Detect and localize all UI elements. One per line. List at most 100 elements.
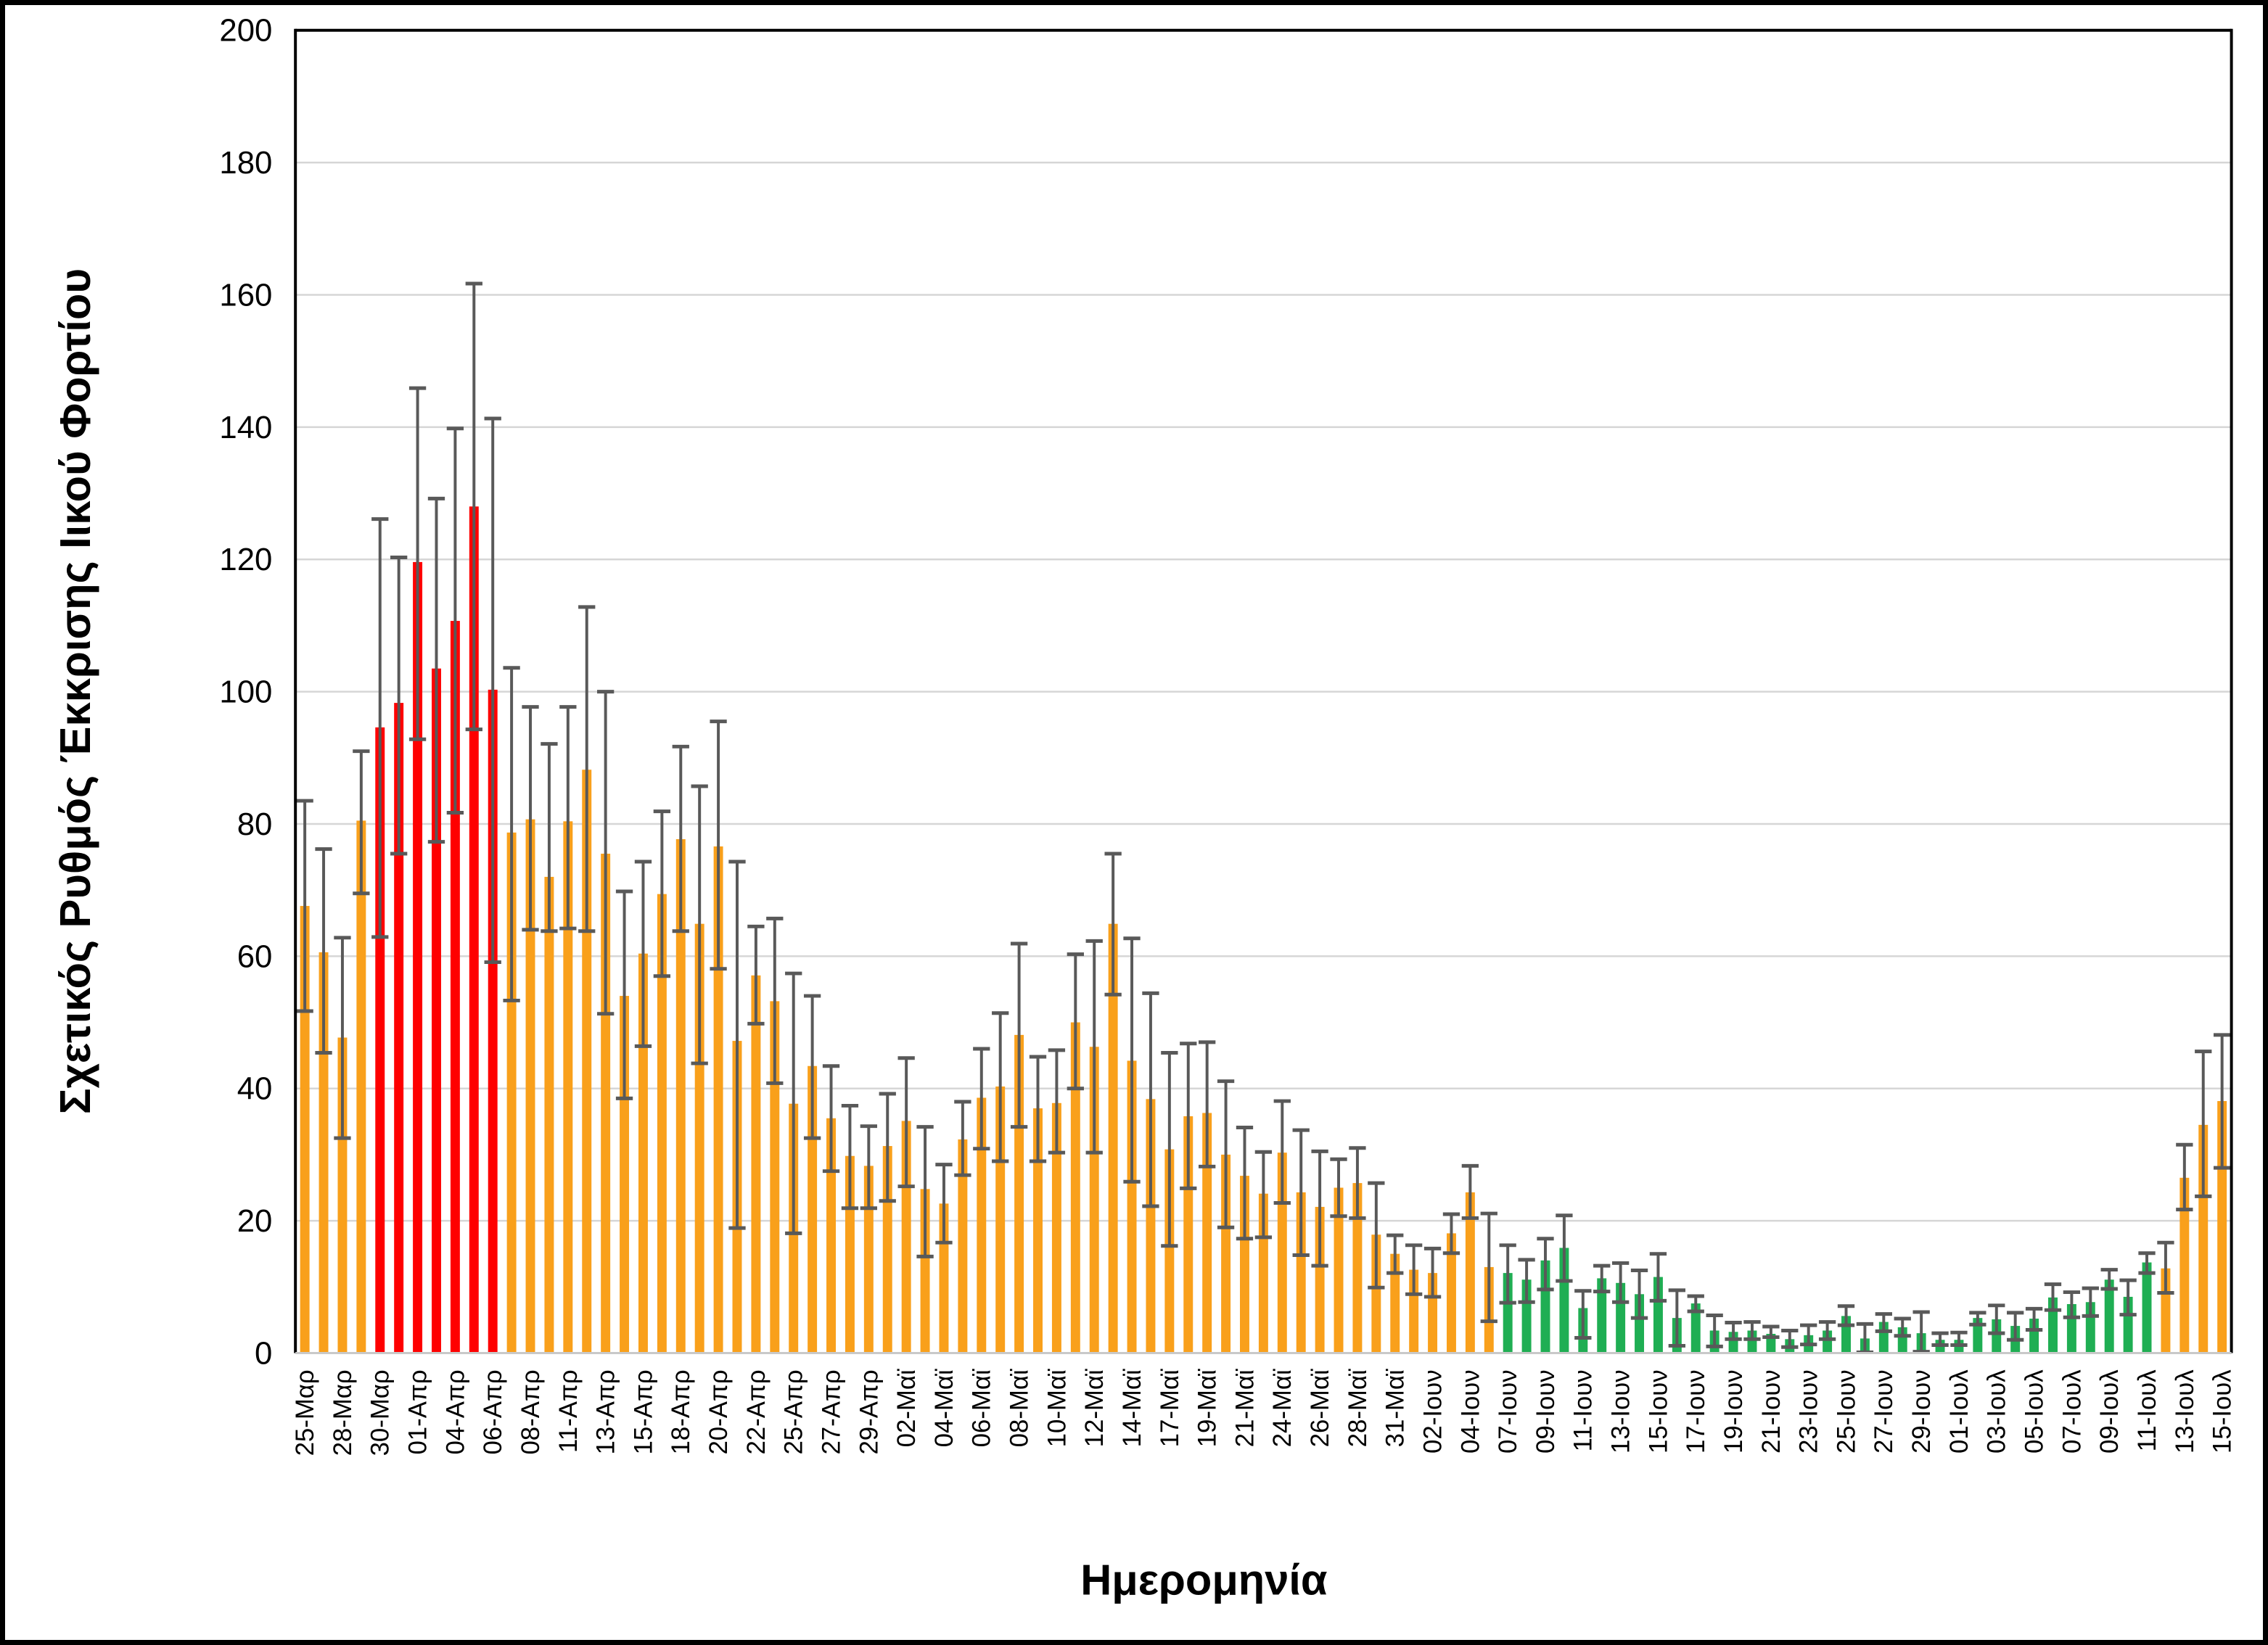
bar (1428, 1273, 1438, 1353)
bar (1051, 1102, 1061, 1353)
bar (1992, 1319, 2002, 1353)
bar (751, 975, 761, 1353)
bar (1183, 1116, 1193, 1353)
bar (1823, 1330, 1833, 1353)
bar (1390, 1253, 1400, 1353)
x-tick-label: 11-Ιουλ (2134, 1369, 2161, 1452)
x-tick-label: 01-Απρ (405, 1369, 432, 1454)
x-tick-label: 25-Ιουν (1833, 1369, 1860, 1454)
x-tick-label: 01-Ιουλ (1946, 1369, 1973, 1454)
bar (1334, 1187, 1344, 1353)
x-tick-label: 10-Μαϊ (1043, 1369, 1071, 1447)
x-tick-label: 09-Ιουν (1532, 1369, 1560, 1454)
error-bars (296, 281, 2231, 1355)
bar (1146, 1099, 1156, 1353)
bar (1559, 1248, 1569, 1353)
bar (1409, 1269, 1419, 1353)
bar (2142, 1262, 2152, 1353)
bar (1747, 1330, 1757, 1353)
bar (2104, 1279, 2114, 1353)
bar (1089, 1047, 1099, 1353)
gridlines (295, 161, 2232, 1354)
x-tick-label: 07-Ιουλ (2058, 1369, 2086, 1454)
bar-chart: 0 20 40 60 80 100 120 140 160 180 200 25-Μαρ 28-Μαρ… (51, 13, 2237, 1604)
bar (1070, 1022, 1080, 1353)
x-tick-label: 28-Μαϊ (1344, 1369, 1372, 1447)
bar (1728, 1332, 1738, 1353)
x-tick-label: 26-Μαϊ (1307, 1369, 1334, 1447)
bar (1014, 1034, 1024, 1353)
x-tick-label: 30-Μαρ (367, 1369, 395, 1456)
bar (1296, 1192, 1306, 1353)
y-tick-label: 160 (219, 277, 272, 313)
bar (958, 1139, 968, 1353)
x-tick-label: 15-Απρ (630, 1369, 657, 1454)
x-tick-label: 02-Ιουν (1419, 1369, 1447, 1454)
bar (525, 819, 535, 1353)
plot-border (294, 28, 2233, 1354)
x-tick-label: 13-Ιουν (1608, 1369, 1635, 1454)
bar (337, 1037, 348, 1353)
bar (1164, 1149, 1175, 1353)
bar (2179, 1177, 2190, 1353)
bar (2161, 1268, 2171, 1353)
bar (1240, 1176, 1249, 1353)
x-tick-label: 25-Απρ (781, 1369, 808, 1454)
x-tick-label: 03-Ιουλ (1984, 1369, 2011, 1454)
bar (901, 1121, 911, 1353)
bar (356, 820, 366, 1353)
x-tick-label: 12-Μαϊ (1081, 1369, 1109, 1447)
y-axis-tick-labels: 0 20 40 60 80 100 120 140 160 180 200 (219, 13, 272, 1372)
x-tick-label: 08-Απρ (517, 1369, 545, 1454)
x-tick-label: 28-Μαρ (329, 1369, 357, 1456)
bar (620, 996, 630, 1353)
bar (638, 953, 648, 1353)
bar (1503, 1273, 1513, 1353)
bar (1446, 1233, 1456, 1353)
bar (1521, 1279, 1532, 1353)
x-tick-label: 14-Μαϊ (1119, 1369, 1146, 1447)
bar (1540, 1260, 1550, 1353)
x-tick-label: 11-Απρ (555, 1369, 583, 1453)
bar (1897, 1327, 1907, 1353)
bar (1597, 1278, 1607, 1353)
bar (694, 923, 704, 1353)
bar (1352, 1183, 1363, 1353)
y-tick-label: 20 (237, 1203, 273, 1239)
bar (1465, 1192, 1475, 1353)
x-tick-label: 06-Μαϊ (969, 1369, 996, 1447)
x-tick-label: 21-Ιουν (1758, 1369, 1786, 1454)
bar (995, 1086, 1006, 1353)
bar (920, 1189, 930, 1353)
x-tick-label: 09-Ιουλ (2096, 1369, 2124, 1454)
x-tick-label: 25-Μαρ (292, 1369, 319, 1456)
bar (1653, 1277, 1663, 1353)
y-tick-label: 60 (237, 939, 273, 974)
bar (1315, 1206, 1325, 1353)
y-tick-label: 0 (255, 1335, 272, 1371)
bar (1973, 1318, 1983, 1353)
x-tick-label: 04-Μαϊ (931, 1369, 958, 1447)
x-tick-label: 13-Ιουλ (2172, 1369, 2199, 1454)
bar (2123, 1296, 2133, 1353)
bar (863, 1166, 874, 1353)
x-axis-title: Ημερομηνία (1080, 1555, 1328, 1604)
x-tick-label: 06-Απρ (480, 1369, 507, 1454)
bar (601, 854, 611, 1353)
bar (2217, 1101, 2227, 1353)
bar (845, 1155, 855, 1353)
x-tick-label: 20-Απρ (705, 1369, 733, 1454)
bar (770, 1001, 780, 1353)
x-tick-label: 02-Μαϊ (893, 1369, 921, 1447)
x-tick-label: 19-Ιουν (1720, 1369, 1748, 1454)
bar (432, 668, 441, 1353)
x-tick-label: 23-Ιουν (1796, 1369, 1823, 1454)
x-tick-label: 29-Απρ (855, 1369, 883, 1454)
bar (1371, 1234, 1381, 1353)
bar (657, 894, 667, 1353)
bar (882, 1146, 892, 1353)
y-tick-label: 120 (219, 542, 272, 577)
bar (375, 727, 385, 1353)
bar (2198, 1124, 2209, 1353)
bar (1221, 1154, 1231, 1353)
